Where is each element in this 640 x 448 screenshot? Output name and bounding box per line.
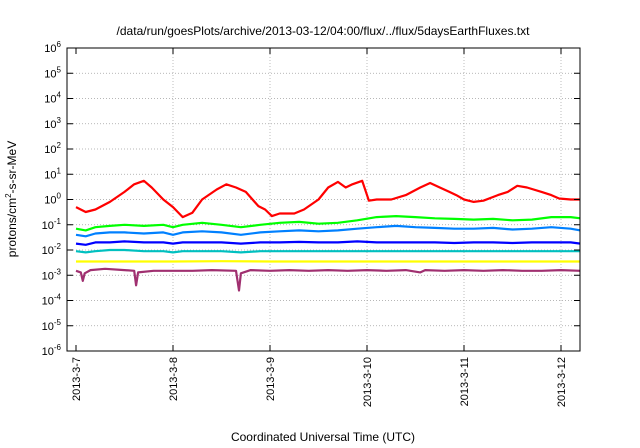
y-axis-label-prefix: protons/cm [5, 198, 19, 257]
y-axis-label: protons/cm2-s-sr-MeV [4, 141, 19, 257]
y-tick-exponent: 5 [57, 65, 62, 74]
y-tick-base: 10 [42, 346, 54, 358]
series-line-4 [75, 240, 581, 246]
y-tick-base: 10 [44, 119, 56, 131]
y-tick-label: 102 [44, 141, 61, 156]
y-tick-label: 10-5 [42, 318, 62, 333]
x-tick-label: 2013-3-11 [459, 357, 471, 406]
y-tick-exponent: -6 [54, 343, 62, 352]
y-tick-exponent: 3 [57, 116, 62, 125]
series-line-2 [75, 215, 581, 232]
y-tick-base: 10 [44, 43, 56, 55]
y-tick-base: 10 [42, 321, 54, 333]
y-tick-base: 10 [44, 94, 56, 106]
y-tick-exponent: 4 [57, 91, 62, 100]
y-tick-label: 104 [44, 91, 61, 106]
y-tick-label: 10-2 [42, 242, 62, 257]
y-tick-exponent: 2 [57, 141, 62, 150]
x-tick-label: 2013-3-8 [168, 357, 180, 401]
y-tick-label: 105 [44, 65, 61, 80]
series-line-5 [75, 248, 581, 254]
y-tick-base: 10 [42, 296, 54, 308]
y-tick-base: 10 [42, 270, 54, 282]
axis-ticks [67, 47, 580, 352]
y-axis-label-sup: 2 [4, 193, 13, 198]
y-axis-label-suffix: -s-sr-MeV [5, 141, 19, 194]
series-line-1 [75, 179, 581, 219]
x-tick-labels: 2013-3-7 2013-3-8 2013-3-9 2013-3-10 2013-3-… [71, 357, 568, 407]
y-tick-label: 103 [44, 116, 61, 131]
y-tick-label: 10-4 [42, 293, 62, 308]
y-tick-exponent: 0 [57, 192, 62, 201]
series-line-7 [75, 267, 581, 292]
y-tick-base: 10 [44, 195, 56, 207]
grid-lines [67, 48, 580, 351]
y-tick-label: 101 [44, 166, 61, 181]
y-tick-label: 10-6 [42, 343, 62, 358]
y-tick-exponent: 1 [57, 166, 62, 175]
y-tick-base: 10 [42, 220, 54, 232]
y-tick-base: 10 [44, 68, 56, 80]
y-tick-base: 10 [44, 144, 56, 156]
x-axis-label: Coordinated Universal Time (UTC) [231, 430, 415, 444]
y-tick-labels: 10-610-510-410-310-210-11001011021031041… [42, 40, 62, 358]
x-tick-label: 2013-3-7 [71, 357, 83, 401]
y-tick-exponent: -2 [54, 242, 62, 251]
x-tick-label: 2013-3-10 [362, 357, 374, 407]
data-series [75, 179, 581, 292]
plot-frame [66, 47, 581, 352]
y-tick-exponent: -1 [54, 217, 62, 226]
y-tick-exponent: -5 [54, 318, 62, 327]
y-tick-label: 10-3 [42, 267, 62, 282]
y-tick-base: 10 [44, 169, 56, 181]
y-tick-exponent: 6 [57, 40, 62, 49]
y-tick-exponent: -3 [54, 267, 62, 276]
y-tick-label: 106 [44, 40, 61, 55]
x-tick-label: 2013-3-12 [556, 357, 568, 407]
x-tick-label: 2013-3-9 [265, 357, 277, 401]
y-tick-base: 10 [42, 245, 54, 257]
series-line-3 [75, 224, 581, 238]
chart-title: /data/run/goesPlots/archive/2013-03-12/0… [117, 24, 531, 38]
y-tick-exponent: -4 [54, 293, 62, 302]
y-tick-label: 100 [44, 192, 61, 207]
y-tick-label: 10-1 [42, 217, 62, 232]
